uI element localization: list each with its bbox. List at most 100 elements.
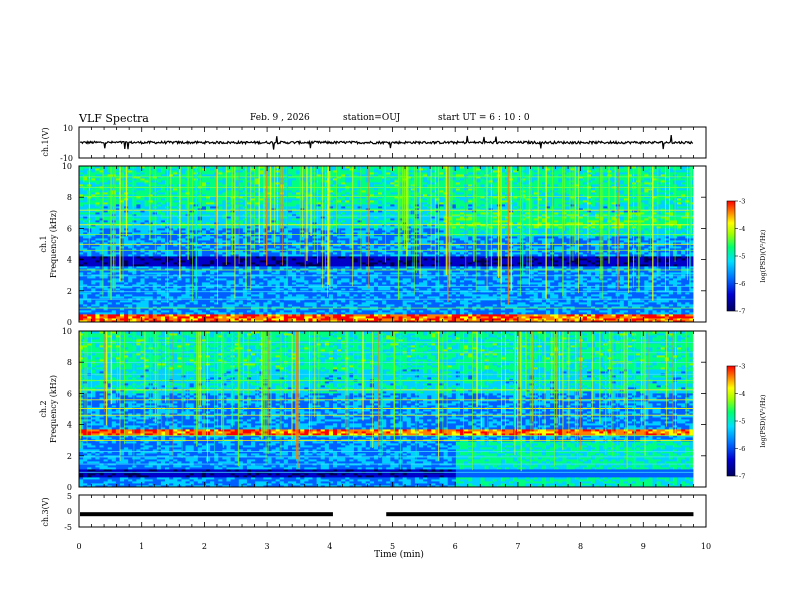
spectrogram-cell	[214, 278, 219, 281]
spectrogram-cell	[279, 292, 285, 295]
spectrogram-cell	[689, 284, 694, 287]
spectrogram-cell	[283, 318, 289, 321]
spectrogram-cell	[160, 312, 166, 315]
spectrogram-cell	[603, 316, 608, 319]
spectrogram-cell	[287, 306, 293, 309]
spectrogram-cell	[656, 304, 662, 307]
spectrogram-cell	[210, 304, 215, 307]
spectrogram-cell	[414, 308, 420, 311]
spectrogram-cell	[562, 306, 567, 309]
spectrogram-cell	[169, 312, 174, 315]
spectrogram-cell	[648, 296, 653, 299]
spectrogram-cell	[484, 296, 490, 299]
spectrogram-cell	[492, 272, 498, 275]
spectrogram-cell	[267, 318, 272, 321]
spectrogram-cell	[357, 268, 363, 271]
spectrogram-cell	[513, 312, 518, 315]
spectrogram-cell	[345, 306, 350, 309]
spectrogram-cell	[160, 310, 166, 313]
spectrogram-cell	[668, 294, 674, 297]
spectrogram-cell	[451, 268, 457, 271]
spectrogram-cell	[361, 314, 367, 317]
spectrogram-cell	[558, 296, 563, 299]
spectrogram-cell	[410, 290, 416, 293]
spectrogram-cell	[160, 302, 166, 305]
spectrogram-cell	[689, 308, 694, 311]
spectrogram-cell	[169, 302, 174, 305]
spectrogram-cell	[115, 268, 121, 271]
spectrogram-cell	[201, 304, 207, 307]
spectrogram-cell	[427, 292, 432, 295]
spectrogram-cell	[660, 302, 666, 305]
spectrogram-cell	[259, 280, 264, 283]
spectrogram-cell	[263, 304, 268, 307]
spectrogram-cell	[124, 294, 129, 297]
spectrogram-cell	[484, 308, 490, 311]
spectrogram-cell	[599, 286, 604, 289]
spectrogram-cell	[304, 280, 309, 283]
spectrogram-cell	[681, 268, 686, 271]
spectrogram-cell	[189, 284, 195, 287]
spectrogram-cell	[476, 282, 481, 285]
spectrogram-cell	[238, 288, 244, 291]
spectrogram-cell	[165, 314, 170, 317]
spectrogram-cell	[672, 270, 678, 273]
spectrogram-cell	[177, 304, 182, 307]
spectrogram-cell	[259, 314, 264, 317]
spectrogram-cell	[652, 296, 657, 299]
spectrogram-cell	[165, 266, 170, 269]
spectrogram-cell	[414, 270, 420, 273]
spectrogram-cell	[91, 284, 96, 287]
spectrogram-cell	[378, 282, 383, 285]
spectrogram-cell	[312, 288, 317, 291]
spectrogram-cell	[517, 302, 522, 305]
spectrogram-cell	[689, 290, 694, 293]
spectrogram-cell	[345, 270, 350, 273]
spectrogram-cell	[619, 292, 625, 295]
spectrogram-cell	[439, 288, 444, 291]
spectrogram-cell	[353, 284, 358, 287]
spectrogram-cell	[111, 278, 117, 281]
spectrogram-cell	[324, 310, 330, 313]
spectrogram-cell	[431, 300, 436, 303]
spectrogram-cell	[681, 290, 686, 293]
spectrogram-cell	[193, 318, 199, 321]
spectrogram-cell	[599, 282, 604, 285]
spectrogram-cell	[644, 282, 649, 285]
spectrogram-cell	[566, 286, 571, 289]
spectrogram-cell	[87, 314, 92, 317]
spectrogram-cell	[578, 302, 584, 305]
spectrogram-cell	[492, 270, 498, 273]
spectrogram-cell	[398, 280, 404, 283]
spectrogram-cell	[505, 274, 510, 277]
spectrogram-cell	[615, 300, 621, 303]
spectrogram-cell	[472, 310, 477, 313]
spectrogram-cell	[230, 276, 236, 279]
spectrogram-cell	[357, 318, 363, 321]
spectrogram-cell	[365, 290, 371, 293]
spectrogram-cell	[111, 280, 117, 283]
spectrogram-cell	[103, 302, 109, 305]
spectrogram-cell	[345, 300, 350, 303]
spectrogram-cell	[566, 314, 571, 317]
spectrogram-cell	[627, 280, 633, 283]
spectrogram-cell	[406, 274, 412, 277]
spectrogram-cell	[119, 318, 125, 321]
spectrogram-cell	[644, 294, 649, 297]
spectrogram-cell	[550, 278, 555, 281]
spectrogram-cell	[378, 288, 383, 291]
spectrogram-cell	[623, 268, 629, 271]
spectrogram-cell	[558, 290, 563, 293]
spectrogram-cell	[644, 300, 649, 303]
spectrogram-cell	[296, 278, 301, 281]
spectrogram-cell	[419, 282, 424, 285]
spectrogram-cell	[451, 318, 457, 321]
spectrogram-cell	[95, 290, 100, 293]
spectrogram-cell	[439, 310, 444, 313]
spectrogram-cell	[115, 308, 121, 311]
spectrogram-cell	[292, 294, 297, 297]
spectrogram-cell	[267, 274, 272, 277]
spectrogram-cell	[111, 290, 117, 293]
spectrogram-cell	[132, 316, 137, 319]
spectrogram-cell	[87, 292, 92, 295]
